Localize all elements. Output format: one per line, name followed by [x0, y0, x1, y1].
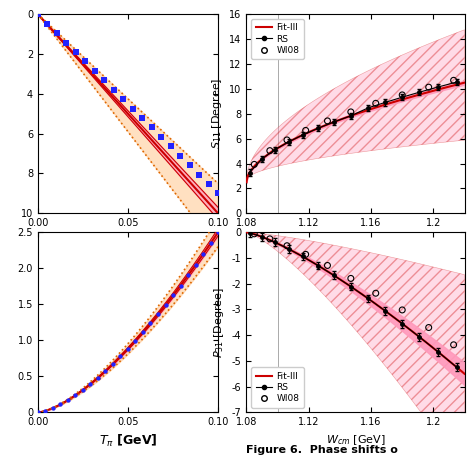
Point [138, 114, 146, 122]
Point [347, 274, 355, 282]
Point [177, 282, 184, 289]
Point [450, 76, 457, 84]
Point [72, 392, 79, 399]
Legend: Fit-III, RS, WI08: Fit-III, RS, WI08 [251, 367, 304, 408]
Point [214, 228, 222, 236]
Point [324, 262, 331, 269]
Point [191, 261, 199, 269]
Point [64, 396, 72, 404]
Point [399, 91, 406, 99]
Point [110, 86, 118, 93]
Point [42, 407, 49, 415]
Point [132, 337, 139, 345]
Text: Figure 6.  Phase shifts o: Figure 6. Phase shifts o [246, 445, 398, 455]
Point [91, 67, 99, 74]
Point [186, 161, 193, 169]
Point [425, 83, 432, 91]
Point [399, 306, 406, 314]
X-axis label: $W_{cm}$ [GeV]: $W_{cm}$ [GeV] [326, 433, 385, 447]
Point [49, 404, 57, 412]
Point [82, 57, 89, 65]
Point [302, 127, 310, 134]
Point [157, 133, 165, 141]
Point [372, 290, 380, 297]
Point [302, 251, 310, 258]
Point [266, 147, 273, 155]
Point [195, 171, 203, 178]
Point [324, 117, 331, 125]
Point [283, 242, 291, 249]
Point [53, 29, 61, 37]
Point [283, 136, 291, 144]
Y-axis label: $P_{31}$ [Degree]: $P_{31}$ [Degree] [212, 287, 226, 358]
Point [129, 105, 137, 112]
Point [57, 401, 64, 408]
Point [94, 374, 102, 382]
X-axis label: $T_\pi$ [GeV]: $T_\pi$ [GeV] [99, 433, 157, 449]
Point [101, 367, 109, 375]
Point [154, 310, 162, 318]
Legend: Fit-III, RS, WI08: Fit-III, RS, WI08 [251, 19, 304, 59]
Point [162, 301, 169, 309]
Y-axis label: $S_{11}$ [Degree]: $S_{11}$ [Degree] [210, 78, 224, 149]
Point [148, 124, 155, 131]
Point [109, 360, 117, 368]
Point [79, 386, 87, 393]
Point [63, 39, 70, 46]
Point [124, 345, 132, 353]
Point [214, 190, 222, 197]
Point [100, 76, 108, 84]
Point [72, 48, 80, 56]
Point [250, 161, 258, 168]
Point [425, 324, 432, 331]
Point [199, 250, 207, 258]
Point [205, 180, 212, 188]
Point [139, 328, 147, 336]
Point [87, 380, 94, 388]
Point [266, 235, 273, 243]
Point [119, 95, 127, 103]
Point [167, 143, 174, 150]
Point [34, 409, 42, 416]
Point [169, 292, 177, 299]
Point [184, 272, 192, 279]
Point [147, 319, 155, 327]
Point [372, 100, 380, 107]
Point [347, 108, 355, 116]
Point [250, 230, 258, 237]
X-axis label: $W_{cm}$ [GeV]: $W_{cm}$ [GeV] [326, 234, 385, 247]
Point [44, 20, 51, 27]
Point [34, 10, 42, 18]
Point [117, 353, 124, 360]
Point [450, 341, 457, 348]
Point [207, 240, 214, 247]
Point [176, 152, 184, 159]
